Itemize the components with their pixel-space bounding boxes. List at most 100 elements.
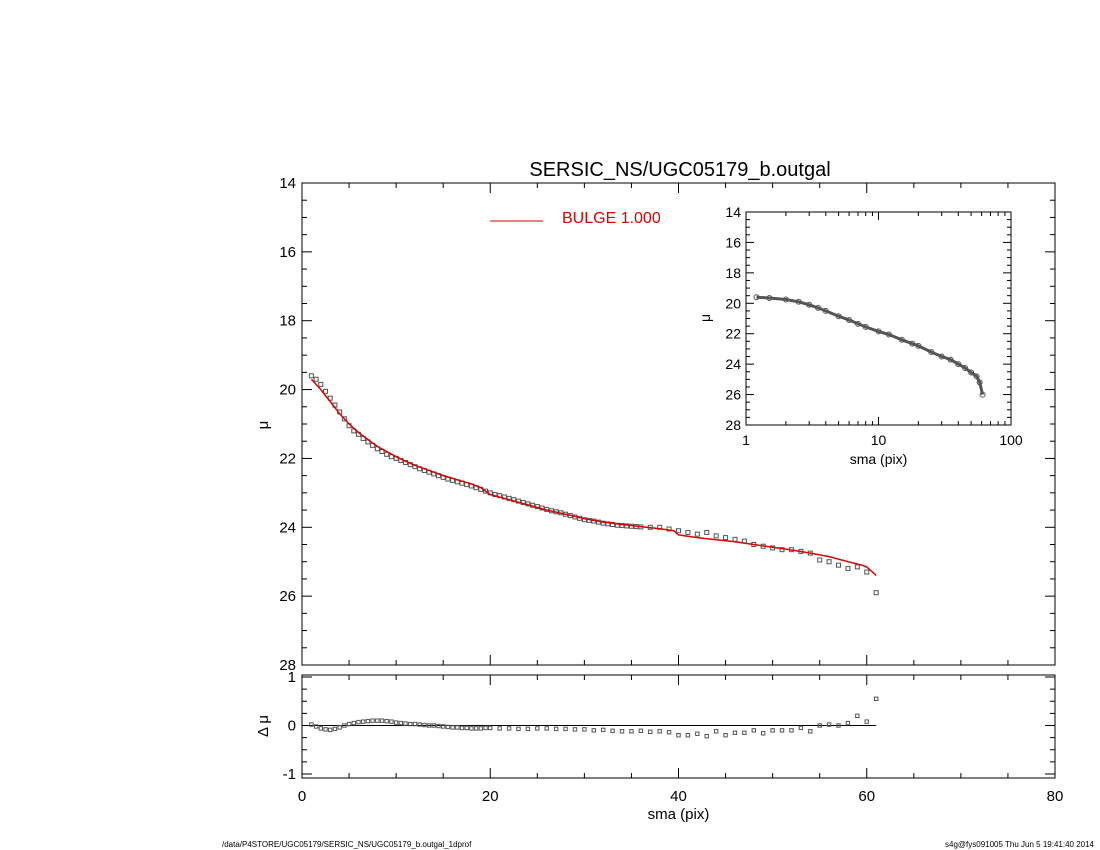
residual-point	[826, 722, 832, 727]
main-data-point	[313, 376, 319, 382]
residual-point	[384, 718, 389, 724]
inset-profile-line	[756, 295, 985, 395]
residual-point	[408, 721, 413, 727]
footer-timestamp: s4g@fys091005 Thu Jun 5 19:41:40 2014	[945, 840, 1094, 849]
inset-data-point	[875, 328, 882, 335]
main-data-point	[619, 523, 625, 529]
residual-point	[393, 720, 399, 725]
main-ytick-label: 20	[279, 382, 296, 399]
inset-data-point	[973, 373, 980, 380]
residual-point	[695, 731, 700, 736]
inset-ylabel: μ	[697, 314, 713, 322]
residual-point	[676, 733, 681, 738]
inset-data-point	[815, 304, 822, 311]
residual-point	[798, 725, 804, 731]
residual-ytick-label: -1	[283, 766, 296, 783]
residual-point	[356, 719, 361, 725]
residual-point	[525, 726, 531, 732]
main-data-point	[826, 559, 832, 565]
inset-ytick-label: 14	[725, 204, 741, 220]
main-data-point	[704, 529, 710, 535]
residual-point	[332, 726, 338, 732]
inset-data-point	[846, 317, 853, 324]
residual-point	[657, 729, 662, 734]
residual-point	[704, 733, 709, 739]
main-data-point	[483, 488, 489, 494]
inset-data-point	[854, 320, 861, 327]
main-data-point	[308, 373, 314, 379]
residual-point	[713, 729, 719, 734]
residual-point	[582, 727, 587, 732]
residual-point	[398, 720, 404, 726]
main-data-point	[694, 531, 700, 537]
residual-point	[318, 726, 324, 731]
residual-point	[751, 728, 756, 733]
residual-point	[351, 720, 356, 726]
residual-point	[742, 730, 747, 735]
residual-xtick-label: 20	[482, 788, 499, 805]
residual-plot-frame	[301, 674, 1056, 779]
inset-xlabel: sma (pix)	[850, 451, 908, 467]
residual-point	[638, 728, 644, 734]
main-data-point	[610, 522, 616, 528]
inset-data-point	[928, 348, 935, 355]
main-data-point	[845, 566, 851, 572]
residual-point	[459, 725, 465, 731]
residual-point	[723, 733, 728, 738]
legend-label: BULGE 1.000	[562, 210, 661, 227]
inset-data-point	[909, 340, 916, 347]
inset-data-point	[938, 353, 945, 360]
main-ytick-label: 18	[279, 313, 296, 330]
inset-data-point	[795, 298, 802, 305]
residual-point	[591, 728, 596, 733]
inset-data-point	[898, 336, 905, 343]
inset-background	[746, 212, 1011, 425]
main-data-point	[341, 416, 347, 422]
residual-point	[779, 728, 785, 733]
residual-point	[450, 725, 455, 730]
inset-xtick-label: 100	[999, 432, 1023, 448]
residual-point	[375, 718, 380, 723]
inset-ytick-label: 18	[725, 265, 741, 281]
residual-point	[553, 726, 559, 732]
residual-point	[360, 719, 366, 724]
inset-data-point	[915, 342, 922, 349]
residual-xtick-label: 0	[298, 788, 306, 805]
main-data-point	[873, 590, 879, 596]
inset-data-point	[862, 323, 869, 330]
main-ytick-label: 28	[279, 657, 296, 674]
residual-point	[619, 729, 625, 734]
inset-data-point	[822, 307, 829, 314]
inset-data-point	[753, 294, 760, 301]
main-data-point	[854, 564, 860, 570]
residual-point	[732, 730, 738, 735]
inset-data-point	[979, 391, 986, 398]
chart-title: SERSIC_NS/UGC05179_b.outgal	[529, 159, 830, 181]
inset-data-point	[947, 356, 954, 363]
residual-point	[431, 723, 436, 728]
residual-point	[440, 724, 446, 729]
footer-file-path: /data/P4STORE/UGC05179/SERSIC_NS/UGC0517…	[222, 840, 472, 849]
main-data-point	[676, 528, 681, 534]
residual-point	[473, 726, 479, 731]
residual-point	[506, 726, 512, 731]
residual-point	[610, 728, 615, 734]
inset-data-point	[766, 294, 773, 301]
residual-point	[770, 728, 775, 733]
main-data-point	[323, 388, 329, 394]
main-ytick-label: 16	[279, 244, 296, 261]
main-data-point	[864, 569, 870, 575]
inset-ytick-label: 16	[725, 234, 741, 250]
residual-point	[488, 725, 493, 731]
residual-xlabel: sma (pix)	[648, 806, 710, 823]
inset-data-point	[806, 301, 813, 308]
residual-xtick-label: 60	[858, 788, 875, 805]
residual-point	[572, 727, 578, 732]
main-ylabel: μ	[255, 421, 272, 430]
residual-point	[629, 729, 634, 734]
residual-point	[483, 725, 488, 731]
inset-data-point	[976, 379, 983, 386]
main-data-point	[318, 381, 324, 387]
